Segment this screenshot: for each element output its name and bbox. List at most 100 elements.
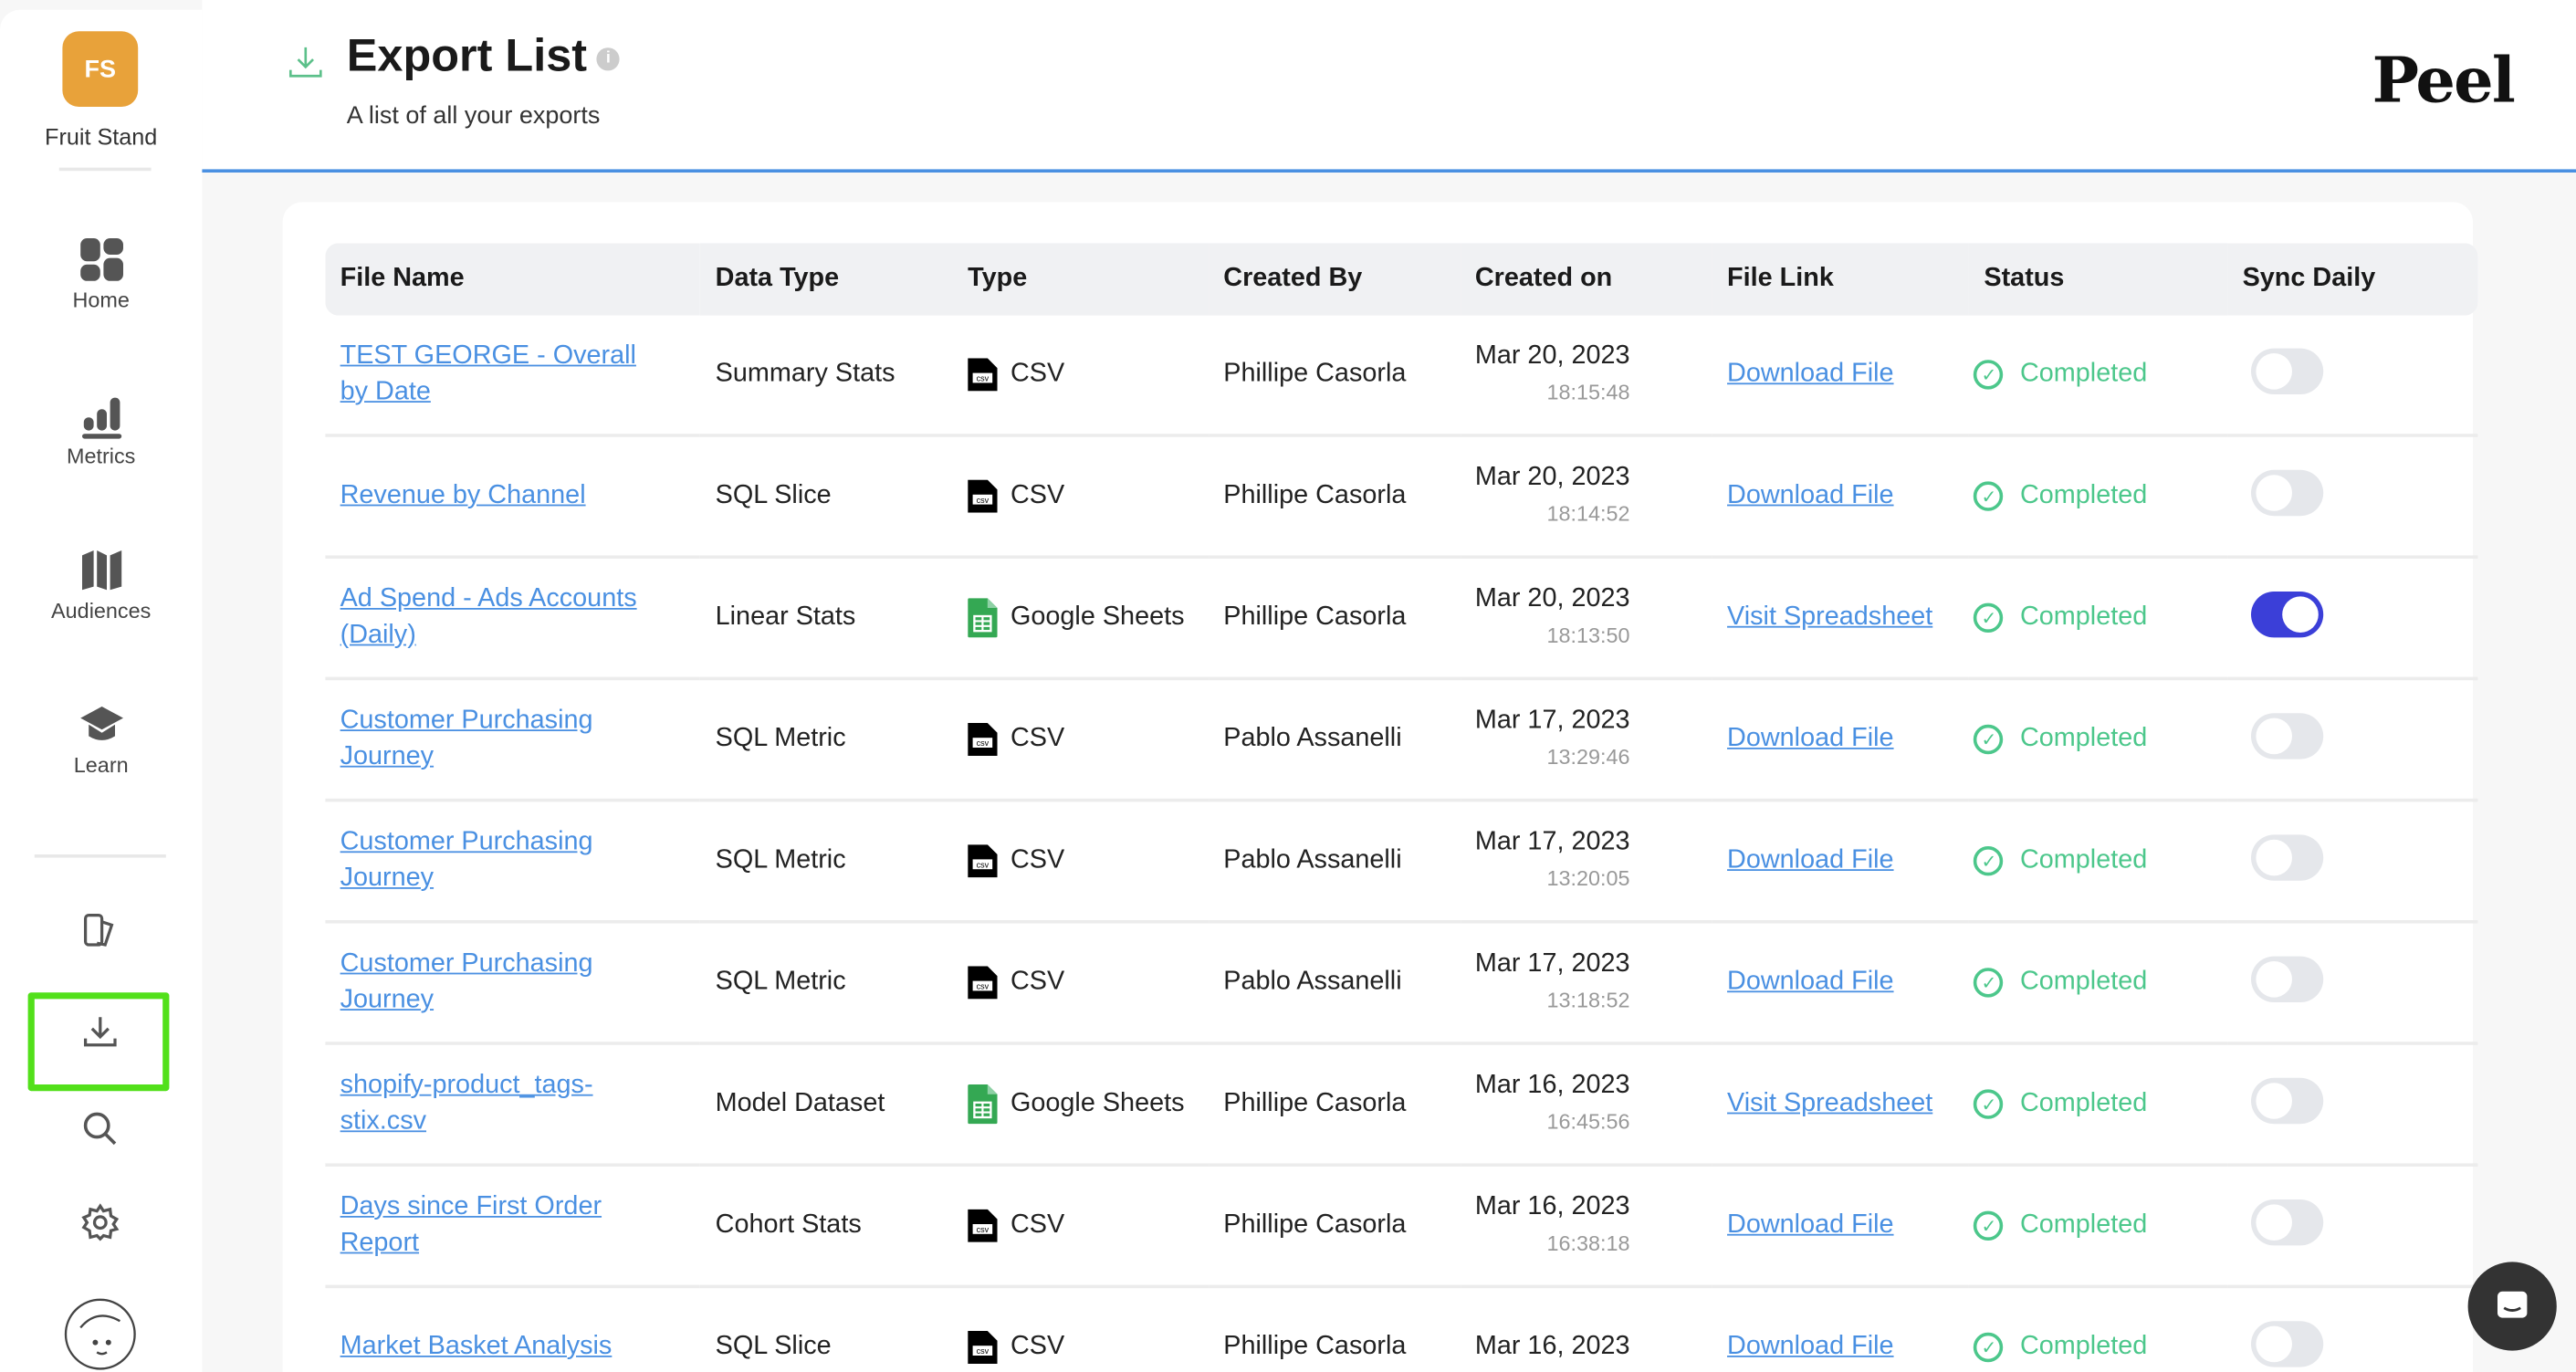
type-label: CSV	[1010, 846, 1065, 875]
data-type: Linear Stats	[700, 557, 953, 681]
sync-daily-toggle[interactable]	[2250, 591, 2323, 637]
download-icon	[83, 1017, 117, 1047]
reports-button[interactable]	[68, 906, 133, 955]
exports-button[interactable]	[68, 1007, 133, 1056]
created-date: Mar 17, 2023	[1474, 828, 1630, 856]
file-name-link[interactable]: shopify-product_tags-stix.csv	[340, 1071, 593, 1136]
file-link-cell: Download File	[1712, 315, 1970, 437]
created-on-cell: Mar 20, 2023 18:13:50	[1460, 557, 1712, 681]
sync-daily-toggle[interactable]	[2250, 1320, 2323, 1367]
created-on-cell: Mar 20, 2023 18:14:52	[1460, 435, 1712, 560]
sync-daily-toggle[interactable]	[2250, 955, 2323, 1002]
created-on-cell: Mar 17, 2023 13:18:52	[1460, 921, 1712, 1045]
file-link[interactable]: Download File	[1727, 724, 1894, 753]
created-date: Mar 16, 2023	[1474, 1332, 1630, 1361]
file-name-link[interactable]: TEST GEORGE - Overall by Date	[340, 341, 636, 406]
page-header: Export List i A list of all your exports …	[202, 0, 2576, 173]
file-link[interactable]: Download File	[1727, 1332, 1894, 1361]
check-circle-icon: ✓	[1974, 846, 2004, 876]
type-label: CSV	[1010, 724, 1065, 753]
file-link[interactable]: Download File	[1727, 1210, 1894, 1240]
file-link[interactable]: Download File	[1727, 968, 1894, 996]
check-circle-icon: ✓	[1974, 724, 2004, 755]
column-header: Status	[1984, 264, 2065, 293]
status-cell: ✓ Completed	[1969, 557, 2228, 681]
search-button[interactable]	[68, 1105, 133, 1154]
file-name-link[interactable]: Ad Spend - Ads Accounts (Daily)	[340, 584, 637, 649]
chat-button[interactable]	[2467, 1262, 2557, 1351]
created-time: 18:13:50	[1546, 623, 1630, 648]
org-logo[interactable]: FS	[62, 31, 139, 108]
created-by: Phillipe Casorla	[1209, 1286, 1461, 1372]
created-time: 18:14:52	[1546, 501, 1630, 526]
data-type: SQL Slice	[700, 1286, 953, 1372]
file-name-link[interactable]: Revenue by Channel	[340, 481, 586, 509]
sync-daily-toggle[interactable]	[2250, 1076, 2323, 1124]
created-on-cell: Mar 17, 2023 13:29:46	[1460, 678, 1712, 802]
status-badge: Completed	[2019, 481, 2148, 509]
type-label: CSV	[1010, 481, 1065, 509]
type-label: CSV	[1010, 1332, 1065, 1361]
created-time: 13:20:05	[1546, 865, 1630, 891]
page-title-text: Export List	[346, 29, 588, 81]
file-link[interactable]: Visit Spreadsheet	[1727, 602, 1933, 632]
bar-chart-icon	[81, 397, 121, 439]
sidebar: FS Fruit Stand Home Metrics Audiences Le…	[0, 9, 203, 1372]
sync-daily-toggle[interactable]	[2250, 712, 2323, 759]
sync-daily-toggle[interactable]	[2250, 833, 2323, 880]
sync-daily-toggle[interactable]	[2250, 468, 2323, 516]
file-name-cell: Customer Purchasing Journey	[325, 678, 701, 802]
check-circle-icon: ✓	[1974, 1332, 2004, 1363]
sidebar-item-audiences[interactable]: Audiences	[0, 546, 202, 623]
status-cell: ✓ Completed	[1969, 678, 2228, 802]
svg-text:csv: csv	[977, 1225, 990, 1234]
created-by: Phillipe Casorla	[1209, 1043, 1461, 1167]
created-by: Phillipe Casorla	[1209, 557, 1461, 681]
gear-icon	[81, 1203, 120, 1241]
status-cell: ✓ Completed	[1969, 800, 2228, 924]
exports-table: File Name Data Type Type Created By Created …	[325, 243, 2478, 1372]
sidebar-item-label: Audiences	[51, 598, 152, 623]
sync-daily-toggle[interactable]	[2250, 1199, 2323, 1245]
sidebar-item-metrics[interactable]: Metrics	[0, 391, 202, 468]
table-row: Customer Purchasing Journey SQL Metric c…	[325, 678, 2478, 802]
created-time: 16:38:18	[1546, 1231, 1630, 1256]
page-title: Export List i	[346, 29, 621, 82]
file-name-link[interactable]: Customer Purchasing Journey	[340, 828, 593, 893]
sync-cell	[2227, 678, 2478, 802]
download-icon	[288, 47, 322, 78]
reports-icon	[83, 913, 114, 947]
file-name-link[interactable]: Days since First Order Report	[340, 1192, 602, 1257]
file-link[interactable]: Visit Spreadsheet	[1727, 1089, 1933, 1117]
avatar[interactable]	[62, 1298, 138, 1370]
google-sheets-icon	[968, 598, 998, 638]
sidebar-item-learn[interactable]: Learn	[0, 700, 202, 777]
type-cell: csv CSV	[952, 678, 1209, 802]
created-date: Mar 17, 2023	[1474, 949, 1630, 978]
file-name-link[interactable]: Market Basket Analysis	[340, 1332, 613, 1361]
created-on-cell: Mar 20, 2023 18:15:48	[1460, 315, 1712, 437]
sync-daily-toggle[interactable]	[2250, 347, 2323, 394]
file-name-cell: shopify-product_tags-stix.csv	[325, 1043, 701, 1167]
google-sheets-icon	[968, 1084, 998, 1125]
settings-button[interactable]	[68, 1198, 133, 1247]
file-name-cell: Ad Spend - Ads Accounts (Daily)	[325, 557, 701, 681]
status-cell: ✓ Completed	[1969, 315, 2228, 437]
status-badge: Completed	[2019, 602, 2148, 632]
file-name-link[interactable]: Customer Purchasing Journey	[340, 949, 593, 1014]
created-time: 18:15:48	[1546, 379, 1630, 404]
file-link[interactable]: Download File	[1727, 481, 1894, 509]
created-by: Pablo Assanelli	[1209, 678, 1461, 802]
sync-cell	[2227, 1043, 2478, 1167]
created-on-cell: Mar 16, 2023 16:45:56	[1460, 1043, 1712, 1167]
file-link[interactable]: Download File	[1727, 846, 1894, 875]
table-row: Customer Purchasing Journey SQL Metric c…	[325, 800, 2478, 924]
table-row: Ad Spend - Ads Accounts (Daily) Linear S…	[325, 557, 2478, 681]
divider	[58, 167, 152, 172]
type-label: CSV	[1010, 360, 1065, 388]
file-link[interactable]: Download File	[1727, 360, 1894, 388]
sidebar-item-home[interactable]: Home	[0, 235, 202, 312]
info-icon[interactable]: i	[596, 47, 621, 70]
file-name-link[interactable]: Customer Purchasing Journey	[340, 707, 593, 771]
table-row: Days since First Order Report Cohort Sta…	[325, 1165, 2478, 1289]
